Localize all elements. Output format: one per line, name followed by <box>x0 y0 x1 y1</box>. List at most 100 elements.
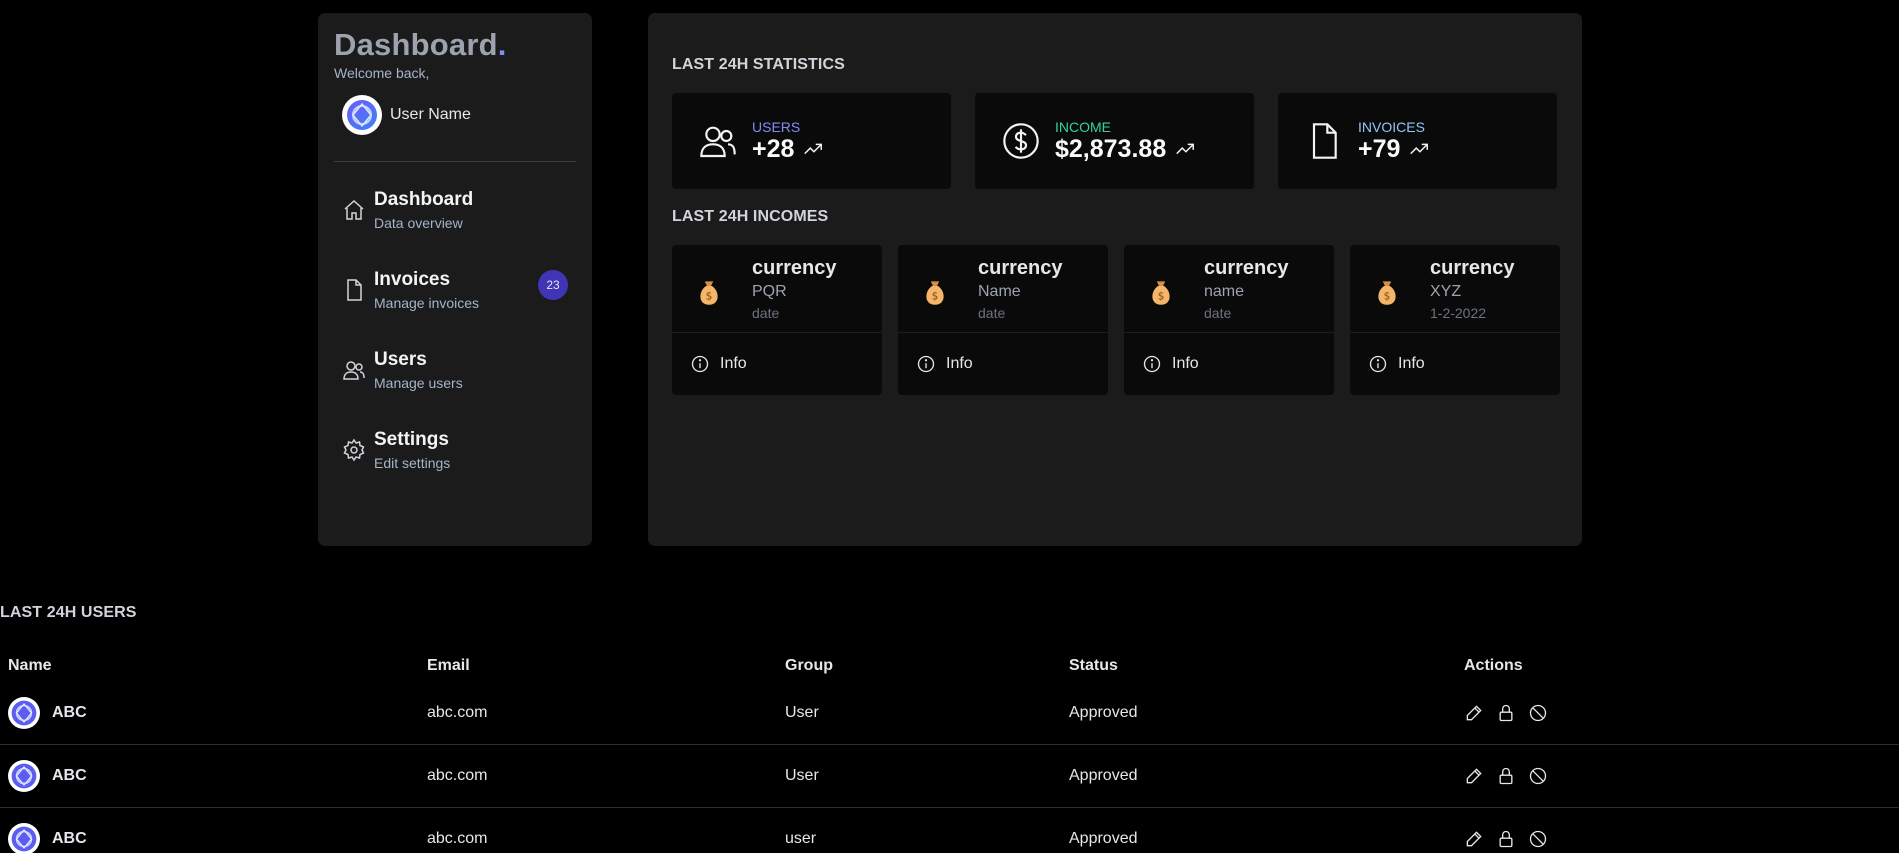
file-icon <box>1312 123 1337 159</box>
trending-up-icon <box>1176 143 1195 155</box>
sidebar-item-subtitle: Edit settings <box>374 455 451 471</box>
column-header-actions: Actions <box>1464 657 1523 674</box>
sidebar-item-invoices[interactable]: Invoices Manage invoices 23 <box>334 268 576 348</box>
home-icon <box>344 199 364 220</box>
avatar-logo-icon <box>11 700 37 726</box>
sidebar-item-settings[interactable]: Settings Edit settings <box>334 428 576 508</box>
stat-label: INCOME <box>1055 119 1111 135</box>
group-cell: user <box>785 830 817 847</box>
welcome-text: Welcome back, <box>334 65 430 81</box>
user-name-cell: ABC <box>52 767 87 784</box>
income-name: XYZ <box>1430 283 1462 300</box>
email-cell: abc.com <box>427 830 488 847</box>
email-cell: abc.com <box>427 767 488 784</box>
income-date: 1-2-2022 <box>1430 305 1487 321</box>
stat-value: +79 <box>1358 135 1430 163</box>
group-cell: User <box>785 767 819 784</box>
avatar <box>8 823 40 853</box>
column-header-group: Group <box>785 657 833 674</box>
income-info-link[interactable]: Info <box>672 333 882 394</box>
stats-cards: USERS +28 INCOME $2,873.88 INVOICES +79 <box>672 93 1557 189</box>
brand-dot: . <box>497 27 507 62</box>
users-table: Name Email Group Status Actions ABC abc.… <box>0 654 1899 853</box>
money-bag-icon: $ <box>926 281 944 305</box>
income-date: date <box>978 305 1006 321</box>
dollar-icon <box>1003 123 1039 159</box>
stat-label: USERS <box>752 119 801 135</box>
info-label: Info <box>720 354 747 372</box>
income-card: $ currency name date Info <box>1124 245 1334 395</box>
group-cell: User <box>785 704 819 721</box>
income-title: currency <box>978 257 1063 279</box>
avatar <box>8 697 40 729</box>
table-row: ABC abc.com User Approved <box>0 745 1899 808</box>
stat-label: INVOICES <box>1358 119 1425 135</box>
ban-icon[interactable] <box>1528 829 1548 849</box>
sidebar-item-subtitle: Manage invoices <box>374 295 480 311</box>
income-name: PQR <box>752 283 787 300</box>
sidebar-item-title: Settings <box>374 429 449 450</box>
money-bag-icon: $ <box>700 281 718 305</box>
sidebar-item-title: Invoices <box>374 269 451 290</box>
avatar <box>8 760 40 792</box>
svg-text:$: $ <box>1158 289 1165 302</box>
table-body: ABC abc.com User Approved ABC abc.com Us… <box>0 682 1899 853</box>
income-info-link[interactable]: Info <box>1350 333 1560 394</box>
table-row: ABC abc.com User Approved <box>0 682 1899 745</box>
trending-up-icon <box>1410 143 1429 155</box>
sidebar-item-users[interactable]: Users Manage users <box>334 348 576 428</box>
svg-text:$: $ <box>932 289 939 302</box>
edit-icon[interactable] <box>1464 766 1484 786</box>
ban-icon[interactable] <box>1528 703 1548 723</box>
income-card: $ currency Name date Info <box>898 245 1108 395</box>
lock-icon[interactable] <box>1496 829 1516 849</box>
income-info-link[interactable]: Info <box>1124 333 1334 394</box>
user-name-cell: ABC <box>52 704 87 721</box>
user-profile[interactable]: User Name <box>334 95 576 135</box>
stat-value: $2,873.88 <box>1055 135 1196 163</box>
sidebar-item-title: Users <box>374 349 427 370</box>
email-cell: abc.com <box>427 704 488 721</box>
stat-card-users[interactable]: USERS +28 <box>672 93 951 189</box>
info-label: Info <box>1398 354 1425 372</box>
stat-card-invoices[interactable]: INVOICES +79 <box>1278 93 1557 189</box>
avatar-logo-icon <box>11 826 37 852</box>
income-card: $ currency XYZ 1-2-2022 Info <box>1350 245 1560 395</box>
file-icon <box>347 279 362 301</box>
money-bag-icon: $ <box>1152 281 1170 305</box>
income-card: $ currency PQR date Info <box>672 245 882 395</box>
info-icon <box>1369 355 1387 372</box>
sidebar-divider <box>334 161 576 162</box>
lock-icon[interactable] <box>1496 703 1516 723</box>
user-name-cell: ABC <box>52 830 87 847</box>
ban-icon[interactable] <box>1528 766 1548 786</box>
info-label: Info <box>946 354 973 372</box>
incomes-section-title: LAST 24H INCOMES <box>672 208 829 225</box>
main-panel: LAST 24H STATISTICS USERS +28 INCOME $2,… <box>648 13 1582 546</box>
edit-icon[interactable] <box>1464 703 1484 723</box>
lock-icon[interactable] <box>1496 766 1516 786</box>
sidebar-item-subtitle: Manage users <box>374 375 463 391</box>
income-cards: $ currency PQR date Info $ currency Name… <box>672 245 1560 395</box>
trending-up-icon <box>804 143 823 155</box>
column-header-name: Name <box>8 657 52 674</box>
status-cell: Approved <box>1069 767 1138 784</box>
sidebar-item-dashboard[interactable]: Dashboard Data overview <box>334 188 576 268</box>
status-cell: Approved <box>1069 830 1138 847</box>
table-row: ABC abc.com user Approved <box>0 808 1899 853</box>
income-info-link[interactable]: Info <box>898 333 1108 394</box>
sidebar-item-subtitle: Data overview <box>374 215 463 231</box>
sidebar-item-title: Dashboard <box>374 189 474 210</box>
svg-text:$: $ <box>1384 289 1391 302</box>
column-header-status: Status <box>1069 657 1118 674</box>
gear-icon <box>343 438 365 462</box>
income-name: Name <box>978 283 1021 300</box>
users-section-title: LAST 24H USERS <box>0 604 137 621</box>
status-cell: Approved <box>1069 704 1138 721</box>
stat-card-income[interactable]: INCOME $2,873.88 <box>975 93 1254 189</box>
edit-icon[interactable] <box>1464 829 1484 849</box>
user-name: User Name <box>390 106 471 123</box>
info-icon <box>1143 355 1161 372</box>
income-title: currency <box>752 257 837 279</box>
avatar-logo-icon <box>347 100 377 130</box>
